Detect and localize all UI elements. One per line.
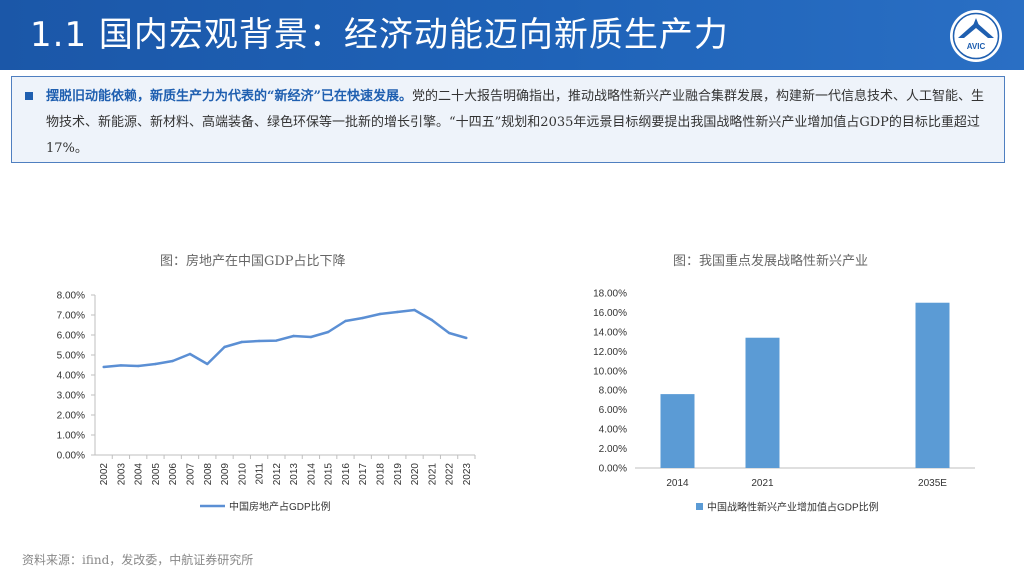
y-tick-label: 12.00%: [593, 347, 627, 358]
data-point: [119, 364, 123, 367]
real-estate-line-chart: 8.00% 7.00% 6.00% 5.00% 4.00% 3.00% 2.00% 1.00%…: [57, 291, 476, 513]
data-point: [223, 345, 226, 349]
legend-label: 中国房地产占GDP比例: [229, 500, 331, 513]
legend-bar-swatch: [696, 503, 703, 510]
x-tick-label: 2014: [666, 478, 689, 489]
x-tick-label: 2023: [462, 463, 473, 486]
y-tick-label: 16.00%: [593, 308, 627, 319]
x-tick-label: 2008: [203, 463, 214, 486]
data-point: [257, 339, 261, 343]
data-point: [240, 340, 244, 344]
bar-chart-title: 图：我国重点发展战略性新兴产业: [673, 254, 869, 269]
source-note: 资料来源：ifind，发改委，中航证券研究所: [22, 553, 254, 567]
x-tick-label: 2011: [255, 463, 266, 485]
bar-2014: [660, 394, 695, 468]
y-tick-label: 5.00%: [57, 351, 85, 362]
x-tick-label: 2035E: [918, 478, 947, 489]
strategic-industry-bar-chart: 18.00% 16.00% 14.00% 12.00% 10.00% 8.00% 6.00%…: [593, 289, 975, 514]
y-tick-label: 6.00%: [57, 331, 85, 342]
data-point: [430, 318, 434, 322]
x-tick-label: 2020: [410, 463, 421, 486]
data-point: [275, 339, 278, 342]
y-tick-label: 14.00%: [593, 327, 627, 338]
title-bar: 1.1 国内宏观背景：经济动能迈向新质生产力 AVIC: [0, 0, 1024, 70]
data-point: [326, 330, 330, 334]
x-tick-label: 2021: [751, 478, 774, 489]
x-tick-label: 2004: [134, 463, 145, 486]
data-point: [396, 310, 399, 314]
y-tick-label: 0.00%: [599, 464, 627, 475]
data-point: [413, 308, 416, 312]
data-point: [171, 359, 174, 363]
y-tick-label: 2.00%: [599, 444, 627, 455]
data-point: [361, 316, 364, 320]
bar-2035E: [915, 302, 950, 468]
summary-box: 摆脱旧动能依赖，新质生产力为代表的“新经济”已在快速发展。党的二十大报告明确指出…: [11, 76, 1005, 163]
y-tick-label: 8.00%: [57, 291, 85, 302]
logo-text: AVIC: [967, 42, 986, 51]
y-tick-label: 10.00%: [593, 366, 627, 377]
x-tick-label: 2021: [427, 463, 438, 486]
data-point: [292, 334, 295, 338]
data-point: [102, 365, 105, 369]
y-tick-label: 1.00%: [57, 431, 85, 442]
y-tick-label: 0.00%: [57, 451, 85, 462]
y-tick-label: 4.00%: [599, 425, 627, 436]
data-point: [344, 319, 347, 323]
x-tick-label: 2015: [324, 463, 335, 486]
y-tick-label: 3.00%: [57, 391, 85, 402]
x-tick-label: 2012: [272, 463, 283, 486]
x-tick-label: 2003: [116, 463, 127, 486]
x-tick-label: 2006: [168, 463, 179, 486]
x-tick-label: 2017: [358, 463, 369, 486]
data-point: [136, 364, 140, 368]
bullet-square-icon: [25, 92, 33, 100]
x-tick-label: 2009: [220, 463, 231, 486]
series-line-real-estate: [103, 308, 467, 369]
y-tick-label: 18.00%: [593, 289, 627, 300]
y-tick-label: 7.00%: [57, 311, 85, 322]
y-tick-label: 6.00%: [599, 405, 627, 416]
data-point: [378, 312, 382, 316]
bar-2021: [745, 337, 780, 468]
x-tick-label: 2022: [445, 463, 456, 486]
x-tick-label: 2007: [186, 463, 197, 486]
x-tick-label: 2014: [306, 463, 317, 486]
y-tick-label: 4.00%: [57, 371, 85, 382]
x-tick-label: 2016: [341, 463, 352, 486]
x-tick-label: 2002: [99, 463, 110, 486]
data-point: [465, 336, 468, 340]
data-point: [188, 352, 192, 356]
line-chart-title: 图：房地产在中国GDP占比下降: [160, 254, 346, 269]
summary-paragraph: 摆脱旧动能依赖，新质生产力为代表的“新经济”已在快速发展。党的二十大报告明确指出…: [46, 84, 990, 162]
legend-label: 中国战略性新兴产业增加值占GDP比例: [707, 501, 879, 514]
avic-logo: AVIC: [950, 10, 1002, 62]
data-point: [154, 362, 157, 366]
data-point: [206, 362, 209, 366]
x-tick-label: 2005: [151, 463, 162, 486]
summary-lead: 摆脱旧动能依赖，新质生产力为代表的“新经济”已在快速发展。: [46, 89, 412, 104]
data-point: [447, 331, 451, 335]
data-point: [309, 335, 313, 339]
x-tick-label: 2013: [289, 463, 300, 486]
x-tick-label: 2018: [376, 463, 387, 486]
x-tick-label: 2010: [237, 463, 248, 486]
x-tick-label: 2019: [393, 463, 404, 486]
y-tick-label: 2.00%: [57, 411, 85, 422]
page-title: 1.1 国内宏观背景：经济动能迈向新质生产力: [30, 15, 729, 55]
y-tick-label: 8.00%: [599, 386, 627, 397]
summary-body: 党的二十大报告明确指出，推动战略性新兴产业融合集群发展，构建新一代信息技术、人工…: [46, 89, 984, 156]
